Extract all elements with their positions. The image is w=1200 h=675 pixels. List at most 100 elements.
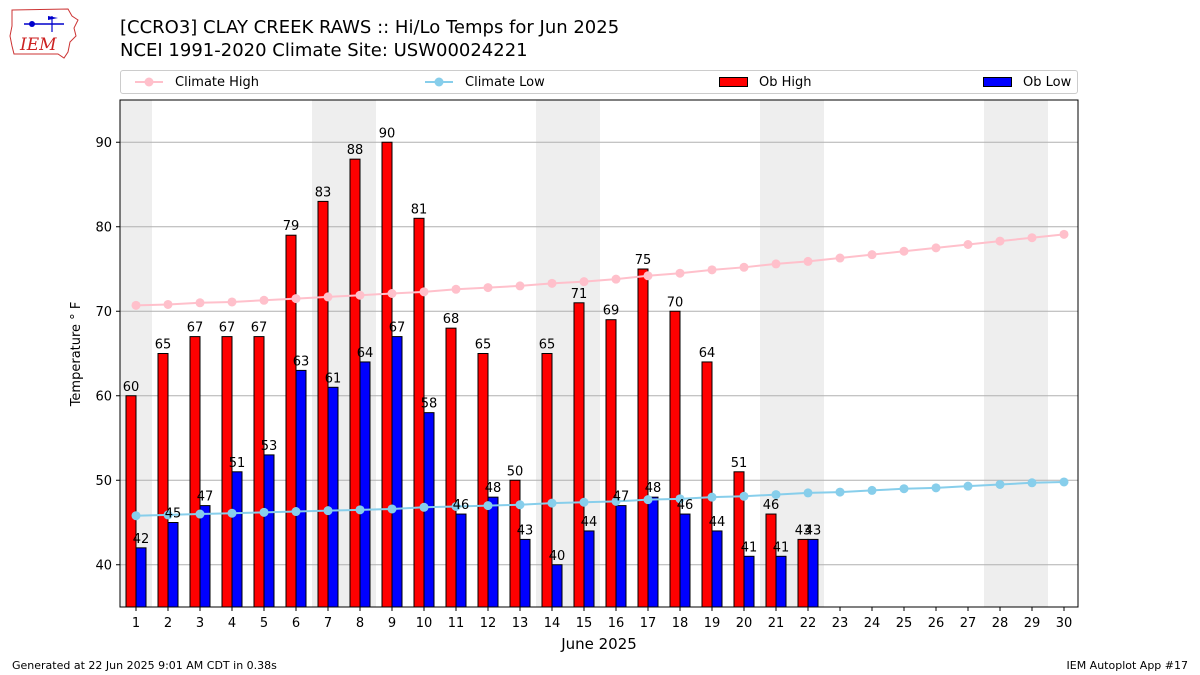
ob-high-value-label: 64 (699, 346, 716, 361)
climate-high-point (323, 292, 333, 302)
climate-high-point (675, 268, 685, 278)
ob-low-value-label: 64 (357, 346, 374, 361)
ob-low-bar (551, 564, 563, 608)
x-tick-label: 16 (608, 616, 625, 631)
x-tick-label: 7 (324, 616, 332, 631)
x-tick-label: 2 (164, 616, 172, 631)
climate-low-point (515, 500, 525, 510)
climate-high-point (387, 289, 397, 299)
ob-low-value-label: 46 (677, 498, 694, 513)
y-tick-label: 70 (95, 305, 112, 320)
ob-low-bar (455, 513, 467, 608)
climate-low-point (995, 479, 1005, 489)
ob-low-bar (647, 496, 659, 608)
x-axis-label: June 2025 (560, 635, 637, 653)
ob-high-bar (797, 538, 809, 608)
ob-high-value-label: 81 (411, 202, 428, 217)
ob-low-value-label: 43 (805, 523, 822, 538)
ob-low-value-label: 46 (453, 498, 470, 513)
legend-item-ob-low: Ob Low (983, 71, 1071, 93)
x-tick-label: 8 (356, 616, 364, 631)
legend-item-climate-high: Climate High (133, 71, 259, 93)
ob-high-value-label: 90 (379, 126, 396, 141)
ob-high-bar (669, 310, 681, 608)
weekend-band (984, 100, 1048, 607)
plot-frame (119, 99, 1079, 608)
y-tick-label: 60 (95, 389, 112, 404)
climate-low-point (771, 490, 781, 500)
ob-high-bar (573, 302, 585, 608)
ob-low-bar (519, 538, 531, 608)
x-tick-label: 12 (480, 616, 497, 631)
x-tick-label: 3 (196, 616, 204, 631)
ob-low-value-label: 61 (325, 371, 342, 386)
climate-low-point (355, 505, 365, 515)
x-tick-label: 26 (928, 616, 945, 631)
x-tick-label: 21 (768, 616, 785, 631)
legend-label-climate-low: Climate Low (465, 74, 545, 90)
x-tick-label: 5 (260, 616, 268, 631)
x-tick-label: 17 (640, 616, 657, 631)
y-axis-label: Temperature ° F (69, 302, 84, 408)
x-tick-label: 11 (448, 616, 465, 631)
climate-low-point (547, 498, 557, 508)
ob-low-value-label: 58 (421, 397, 438, 412)
climate-low-point (739, 491, 749, 501)
climate-high-swatch (135, 77, 163, 87)
climate-low-point (931, 483, 941, 493)
climate-high-point (195, 298, 205, 308)
x-tick-label: 13 (512, 616, 529, 631)
legend-label-ob-low: Ob Low (1023, 74, 1072, 90)
ob-high-value-label: 67 (187, 321, 204, 336)
ob-low-value-label: 45 (165, 507, 182, 522)
climate-low-point (195, 509, 205, 519)
climate-lines (131, 229, 1069, 521)
climate-low-point (131, 511, 141, 521)
ob-low-value-label: 48 (645, 481, 662, 496)
ob-low-bar (743, 555, 755, 608)
climate-high-point (835, 253, 845, 263)
ob-high-bar (765, 513, 777, 608)
climate-high-point (899, 246, 909, 256)
climate-low-point (1027, 478, 1037, 488)
climate-high-point (739, 262, 749, 272)
ob-high-value-label: 75 (635, 253, 652, 268)
climate-high-line (135, 233, 1065, 307)
ob-high-bar (125, 395, 137, 608)
climate-low-point (451, 501, 461, 511)
ob-high-swatch (719, 77, 748, 87)
ob-high-bar (285, 234, 297, 608)
chart-subtitle: NCEI 1991-2020 Climate Site: USW00024221 (120, 40, 528, 61)
climate-low-point (675, 494, 685, 504)
climate-low-point (227, 508, 237, 518)
climate-low-point (387, 504, 397, 514)
x-tick-label: 19 (704, 616, 721, 631)
x-tick-label: 30 (1056, 616, 1073, 631)
ob-low-bar (135, 547, 147, 608)
ob-low-value-label: 41 (773, 540, 790, 555)
climate-high-point (995, 236, 1005, 246)
ob-high-bar (157, 353, 169, 608)
climate-low-point (611, 496, 621, 506)
climate-high-point (931, 243, 941, 253)
climate-low-point (323, 506, 333, 516)
ob-low-bar (711, 530, 723, 608)
x-tick-label: 29 (1024, 616, 1041, 631)
climate-low-point (291, 507, 301, 517)
bars (125, 141, 819, 608)
y-tick-label: 50 (95, 474, 112, 489)
ob-high-bar (541, 353, 553, 608)
ob-low-bar (167, 522, 179, 608)
ob-high-value-label: 51 (731, 456, 748, 471)
climate-high-point (643, 271, 653, 281)
ob-high-value-label: 43 (795, 523, 812, 538)
ob-low-bar (679, 513, 691, 608)
x-tick-label: 28 (992, 616, 1009, 631)
ob-low-bar (807, 538, 819, 608)
climate-low-line (135, 480, 1065, 517)
ob-low-value-label: 67 (389, 321, 406, 336)
ob-high-value-label: 68 (443, 312, 460, 327)
climate-high-point (131, 300, 141, 310)
ob-high-bar (701, 361, 713, 608)
ob-low-bar (487, 496, 499, 608)
